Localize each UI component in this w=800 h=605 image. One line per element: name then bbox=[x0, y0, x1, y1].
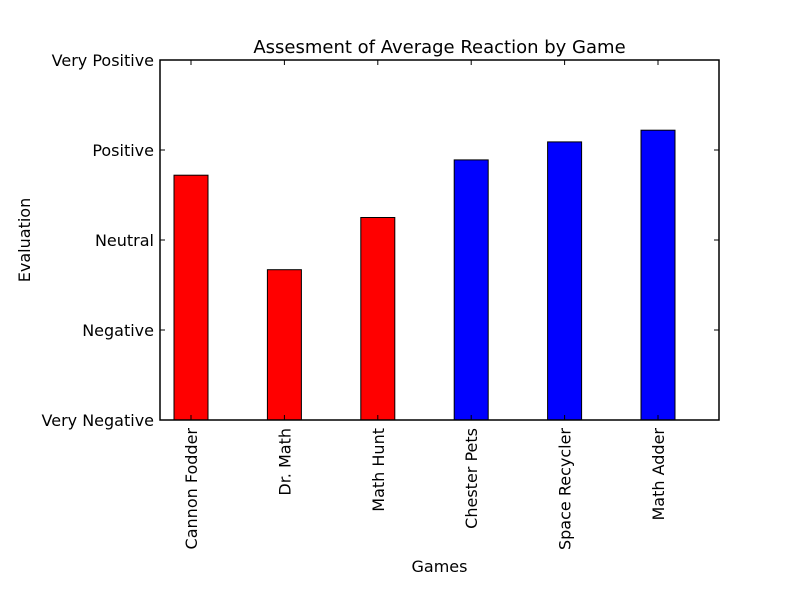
x-tick-label: Dr. Math bbox=[275, 428, 294, 496]
bar-math-hunt bbox=[360, 217, 396, 421]
x-tick-label: Math Hunt bbox=[369, 428, 388, 512]
chart-title: Assesment of Average Reaction by Game bbox=[253, 37, 625, 58]
x-tick-label: Math Adder bbox=[649, 428, 668, 521]
bars-group bbox=[173, 129, 676, 421]
y-axis-label: Evaluation bbox=[15, 198, 34, 282]
plot-frame bbox=[159, 59, 720, 421]
y-tick-label: Very Negative bbox=[42, 411, 154, 430]
bar-math-adder bbox=[640, 129, 676, 421]
x-tick-label: Space Recycler bbox=[556, 428, 575, 550]
bar-space-recycler bbox=[547, 141, 583, 421]
x-axis-label: Games bbox=[412, 557, 468, 576]
bar-cannon-fodder bbox=[173, 174, 209, 421]
plot-background bbox=[160, 60, 719, 420]
x-tick-label: Cannon Fodder bbox=[182, 428, 201, 550]
y-tick-label: Positive bbox=[92, 141, 154, 160]
y-tick-label: Negative bbox=[82, 321, 154, 340]
ticks-group: Cannon Fodder Dr. Math Math Hunt Chester Pe… bbox=[42, 51, 719, 550]
bar-chester-pets bbox=[453, 159, 489, 421]
y-tick-label: Neutral bbox=[95, 231, 154, 250]
x-tick-label: Chester Pets bbox=[462, 428, 481, 529]
y-tick-label: Very Positive bbox=[52, 51, 154, 70]
bar-dr-math bbox=[266, 269, 302, 421]
